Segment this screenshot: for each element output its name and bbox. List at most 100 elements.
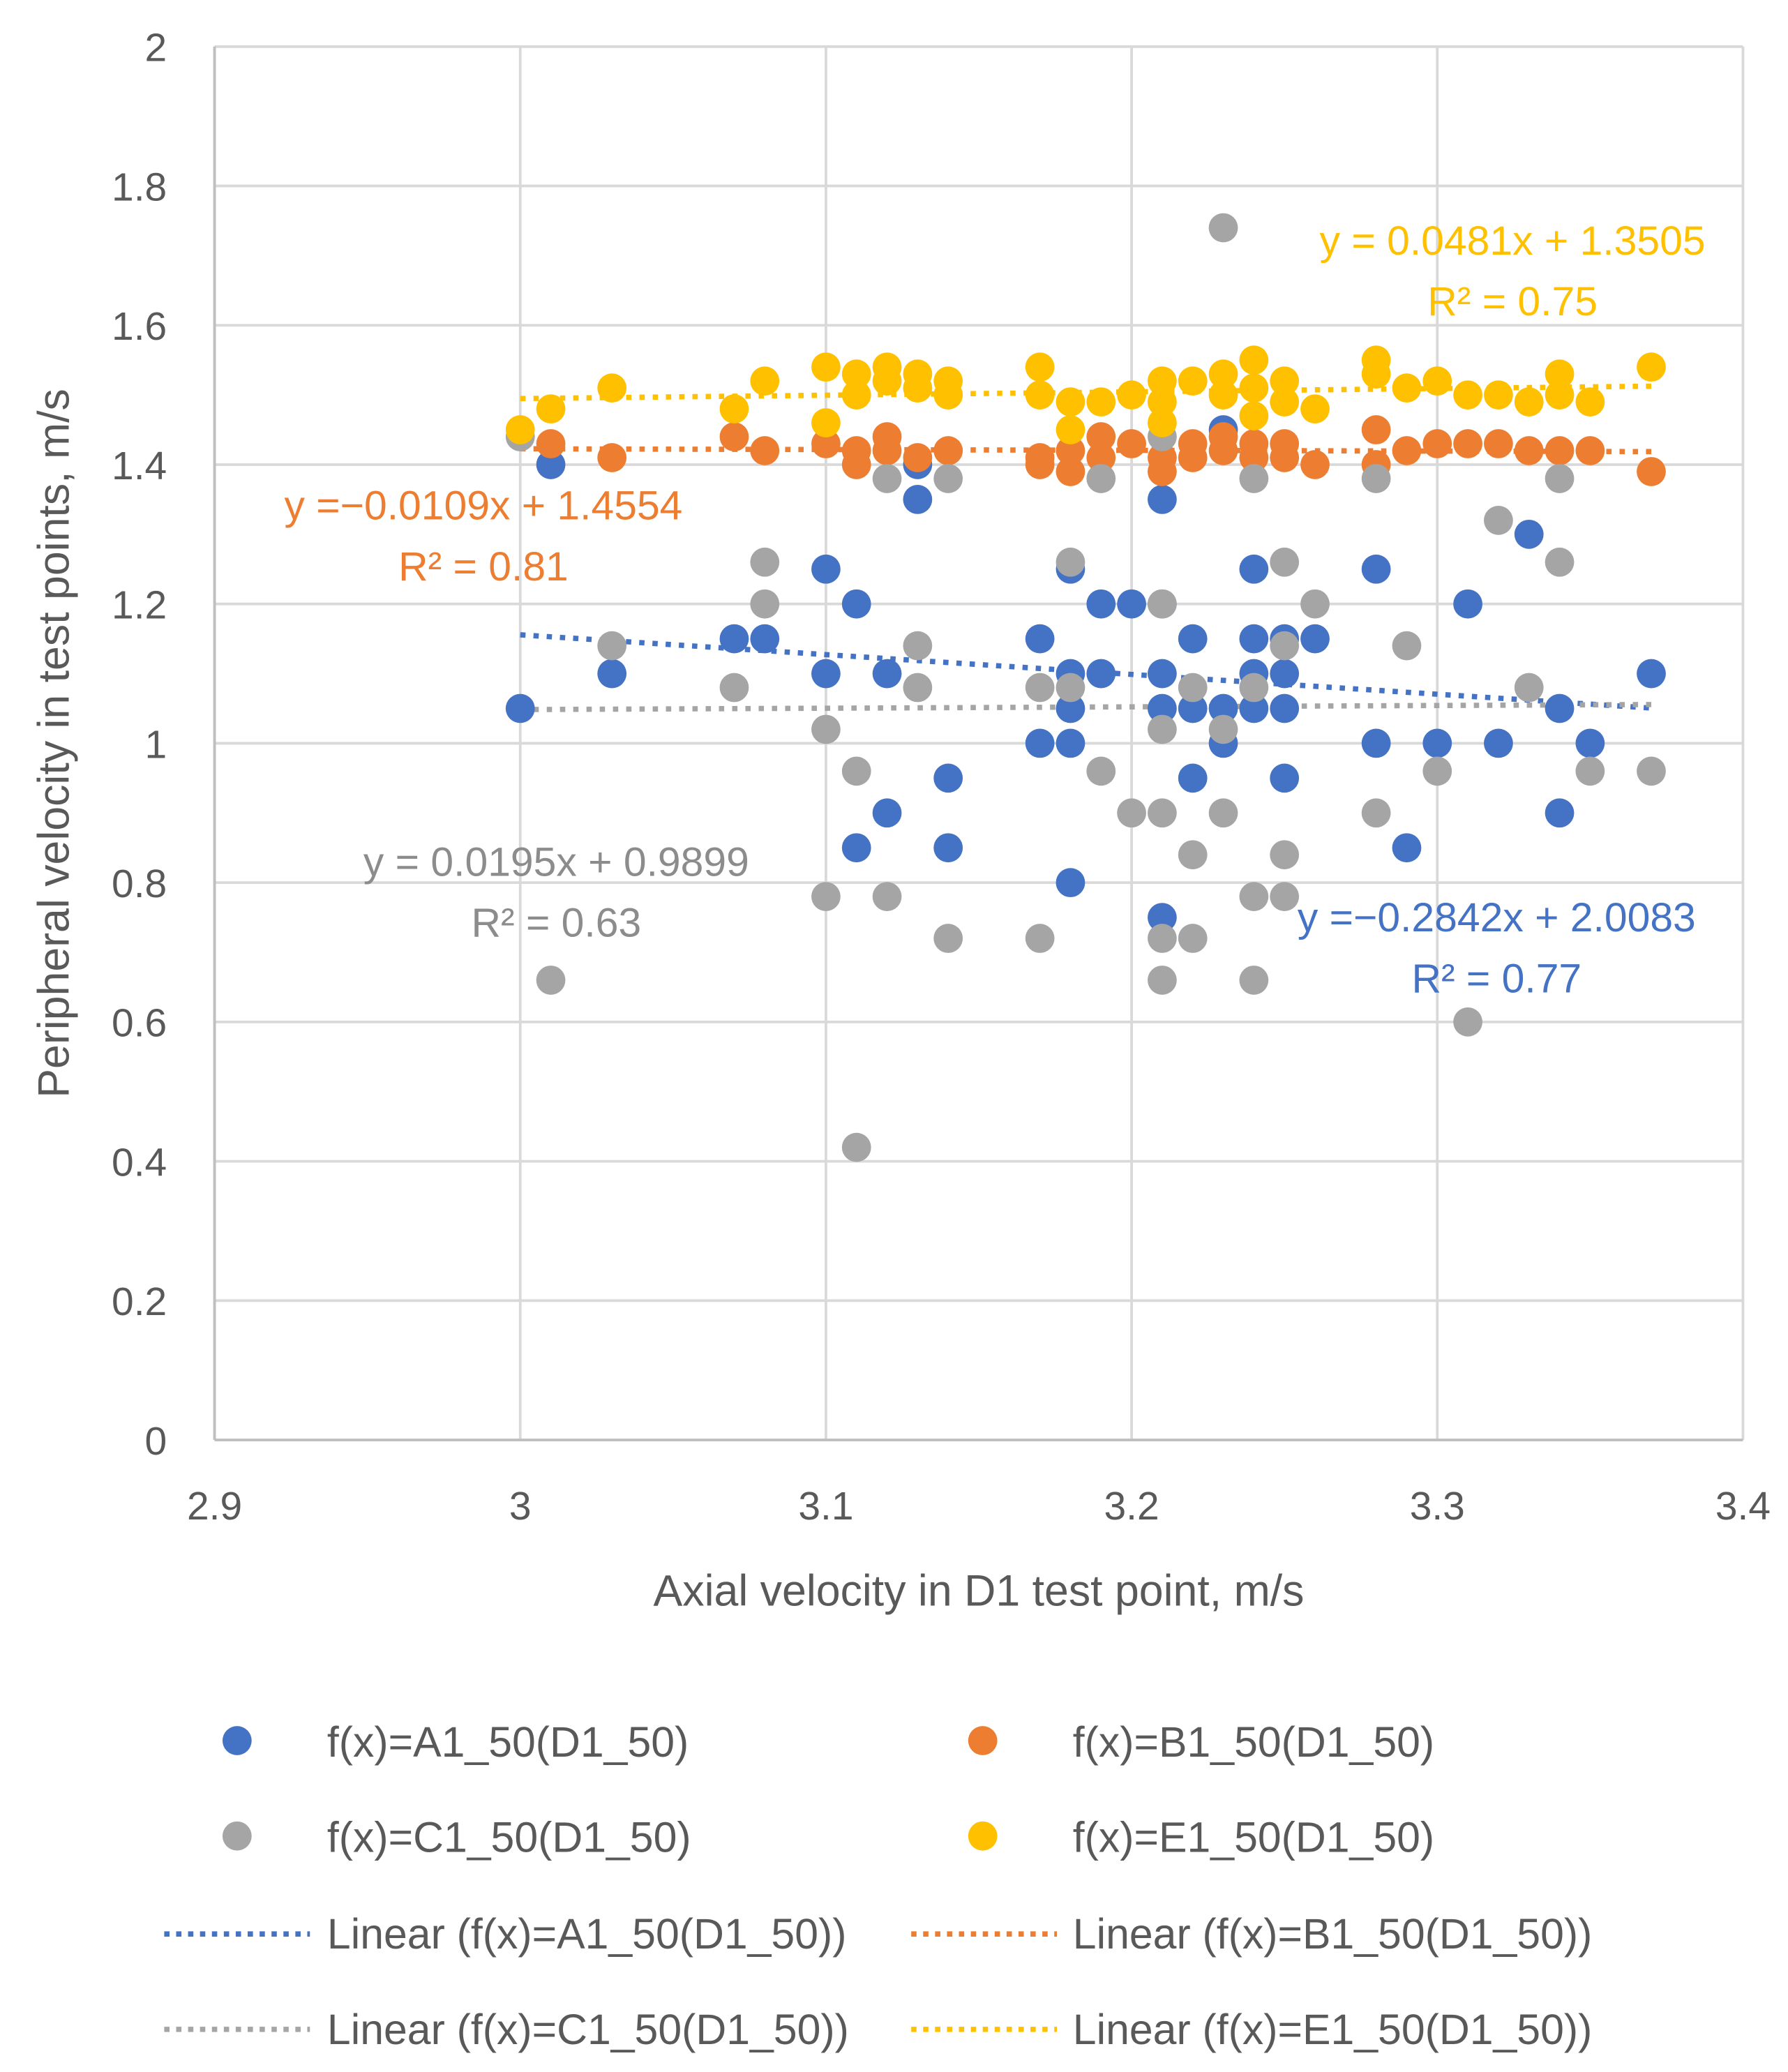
data-point — [1086, 443, 1116, 472]
y-tick-label: 1.2 — [112, 583, 167, 628]
x-tick-label: 3.1 — [798, 1484, 853, 1529]
data-point — [1178, 443, 1208, 472]
data-point — [597, 373, 627, 403]
trend-equation-b1: y =−0.0109x + 1.4554 — [284, 483, 682, 529]
data-point — [872, 659, 902, 689]
y-tick-label: 0 — [145, 1419, 167, 1464]
data-point — [1117, 589, 1146, 619]
data-point — [1392, 373, 1422, 403]
trendline-series-1 — [520, 632, 1652, 711]
data-point — [1300, 394, 1330, 423]
series-4-points — [505, 345, 1666, 444]
legend-trend-label-c1: Linear (f(x)=C1_50(D1_50)) — [327, 2006, 849, 2053]
data-point — [872, 882, 902, 912]
data-point — [1148, 589, 1177, 619]
data-point — [1025, 924, 1055, 953]
trendlines — [520, 383, 1652, 712]
legend: f(x)=A1_50(D1_50) f(x)=B1_50(D1_50) f(x)… — [164, 1718, 1592, 2053]
data-point — [1239, 464, 1269, 493]
y-tick-label: 2 — [145, 26, 167, 70]
legend-trend-label-a1: Linear (f(x)=A1_50(D1_50)) — [327, 1910, 847, 1958]
data-point — [1055, 436, 1085, 465]
data-point — [1545, 436, 1575, 465]
data-point — [1270, 387, 1300, 416]
data-point — [1575, 728, 1605, 758]
data-point — [1270, 366, 1300, 396]
data-point — [903, 373, 933, 403]
data-point — [597, 631, 627, 661]
data-point — [1148, 966, 1177, 995]
x-tick-label: 2.9 — [187, 1484, 242, 1529]
data-point — [1086, 659, 1116, 689]
data-point — [1178, 840, 1208, 870]
data-point — [1086, 387, 1116, 416]
x-tick-label: 3.2 — [1104, 1484, 1159, 1529]
data-point — [1208, 436, 1238, 465]
data-point — [1239, 673, 1269, 703]
data-point — [750, 547, 780, 577]
data-point — [1514, 519, 1544, 549]
data-point — [933, 924, 963, 953]
data-point — [872, 464, 902, 493]
series-1-points — [505, 415, 1666, 932]
data-point — [1422, 756, 1452, 786]
data-point — [1055, 457, 1085, 486]
data-point — [933, 464, 963, 493]
data-point — [1514, 436, 1544, 465]
data-point — [1086, 464, 1116, 493]
data-point — [597, 659, 627, 689]
data-point — [811, 352, 841, 382]
data-point — [1148, 408, 1177, 437]
data-point — [597, 443, 627, 472]
legend-marker-e1 — [968, 1821, 998, 1851]
data-point — [1392, 833, 1422, 863]
data-point — [536, 429, 566, 458]
data-point — [903, 631, 933, 661]
legend-label-c1: f(x)=C1_50(D1_50) — [327, 1813, 691, 1861]
data-point — [536, 394, 566, 423]
data-point — [1392, 436, 1422, 465]
data-point — [1025, 624, 1055, 654]
data-point — [1239, 693, 1269, 723]
data-point — [811, 408, 841, 437]
data-point — [1514, 673, 1544, 703]
x-axis-title: Axial velocity in D1 test point, m/s — [653, 1566, 1304, 1615]
data-point — [1117, 798, 1146, 828]
data-point — [1453, 1007, 1482, 1037]
data-point — [1148, 485, 1177, 514]
data-point — [505, 693, 535, 723]
data-point — [1025, 728, 1055, 758]
data-point — [1361, 798, 1391, 828]
x-tick-label: 3 — [509, 1484, 532, 1529]
y-tick-label: 1.6 — [112, 304, 167, 349]
data-point — [1300, 589, 1330, 619]
data-point — [1055, 673, 1085, 703]
data-point — [841, 589, 871, 619]
data-point — [1178, 366, 1208, 396]
data-point — [1178, 924, 1208, 953]
legend-marker-a1 — [222, 1726, 252, 1755]
legend-trend-label-e1: Linear (f(x)=E1_50(D1_50)) — [1073, 2006, 1593, 2053]
data-point — [1270, 693, 1300, 723]
data-point — [811, 554, 841, 584]
series-3-points — [505, 213, 1666, 1162]
data-point — [1484, 505, 1513, 535]
data-point — [1208, 798, 1238, 828]
data-point — [1208, 693, 1238, 723]
trendline-series-3 — [520, 702, 1652, 712]
data-point — [1361, 415, 1391, 444]
data-point — [1055, 728, 1085, 758]
data-point — [811, 882, 841, 912]
data-point — [1148, 693, 1177, 723]
data-point — [1453, 429, 1482, 458]
data-point — [1392, 631, 1422, 661]
data-point — [1453, 380, 1482, 410]
data-point — [841, 1132, 871, 1162]
data-point — [1300, 624, 1330, 654]
data-point — [1148, 366, 1177, 396]
data-point — [1055, 868, 1085, 898]
data-point — [505, 415, 535, 444]
data-point — [1086, 756, 1116, 786]
data-point — [903, 443, 933, 472]
data-point — [750, 436, 780, 465]
